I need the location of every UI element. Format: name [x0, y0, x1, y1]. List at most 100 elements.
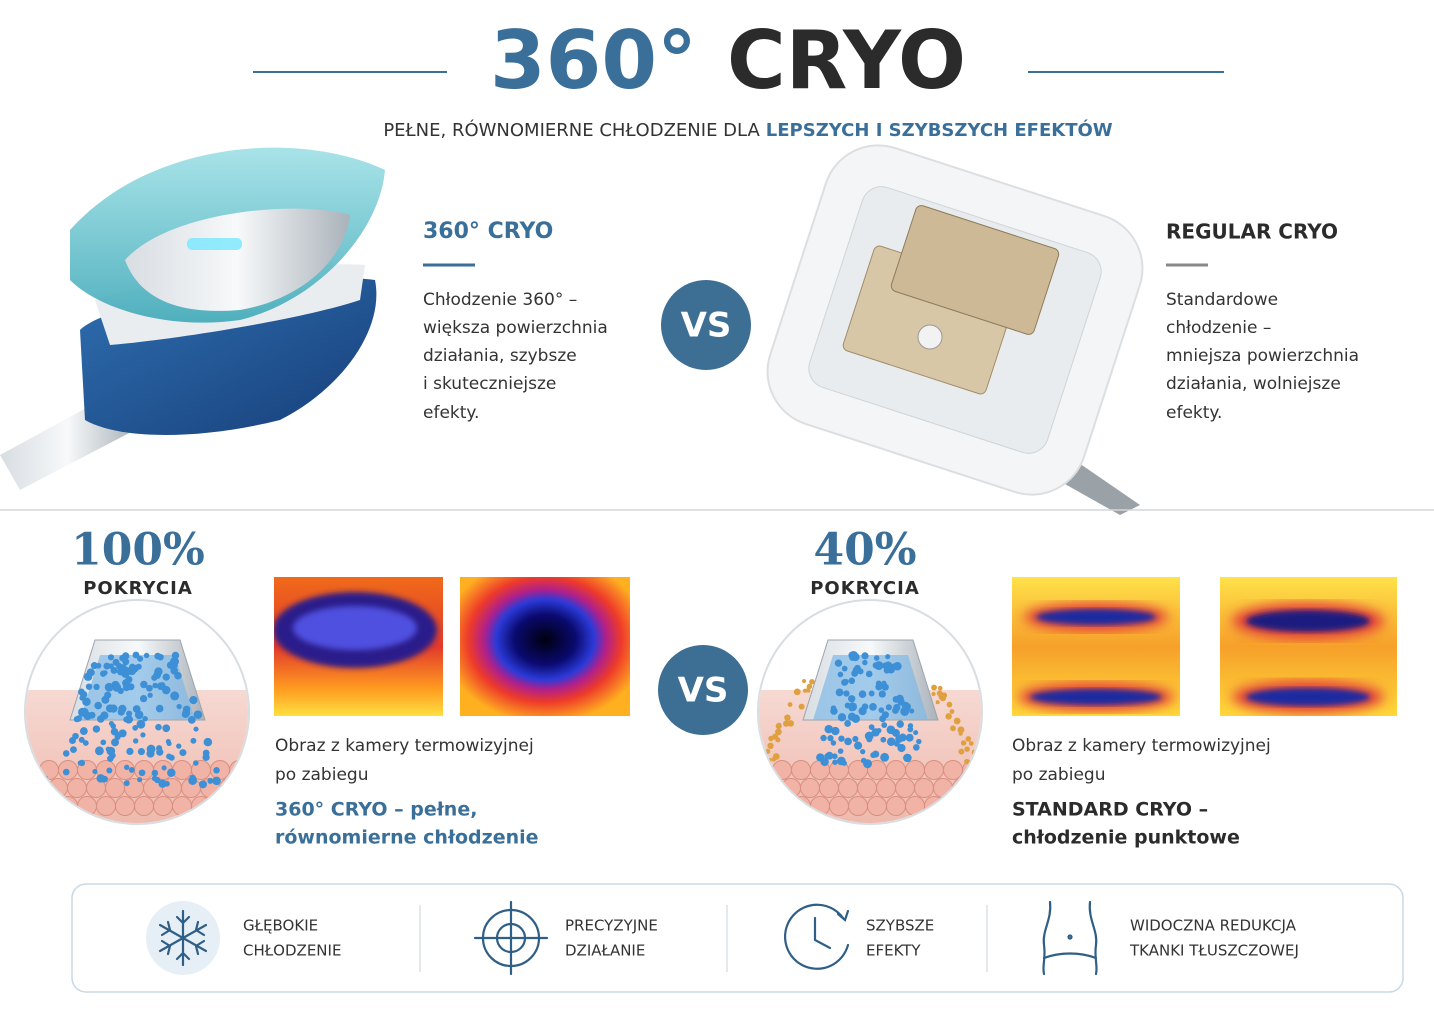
- decor-dot: [188, 776, 197, 785]
- decor-dot: [193, 760, 199, 766]
- decor-dot: [801, 679, 807, 684]
- decor-dot: [82, 697, 91, 706]
- decor-dot: [949, 709, 955, 714]
- decor-dot: [931, 691, 936, 697]
- decor-dot: [852, 666, 861, 675]
- decor-dot: [138, 769, 146, 777]
- decor-dot: [140, 732, 146, 738]
- feature-text: CHŁODZENIE: [243, 942, 341, 960]
- decor-dot: [117, 668, 125, 676]
- decor-dot: [104, 682, 114, 692]
- decor-dot: [171, 662, 178, 669]
- decor-dot: [975, 765, 981, 772]
- decor-dot: [772, 796, 792, 816]
- decor-dot: [905, 760, 925, 780]
- product-desc: działania, szybsze: [423, 346, 577, 366]
- decor-dot: [114, 733, 121, 741]
- decor-dot: [768, 735, 774, 742]
- decor-dot: [971, 778, 981, 798]
- decor-dot: [880, 752, 890, 762]
- product-heading: 360° CRYO: [423, 219, 553, 244]
- decor-dot: [165, 739, 171, 745]
- decor-dot: [914, 778, 934, 798]
- decor-dot: [146, 684, 153, 692]
- decor-dot: [93, 683, 100, 691]
- icon-snowflake: [146, 901, 220, 975]
- decor-dot: [62, 768, 70, 776]
- decor-dot: [965, 736, 972, 742]
- decor-dot: [151, 769, 159, 777]
- decor-dot: [198, 780, 207, 789]
- decor-dot: [137, 748, 145, 756]
- decor-dot: [867, 796, 887, 816]
- illustration-full: [24, 599, 250, 825]
- decor-dot: [110, 667, 118, 674]
- decor-dot: [210, 796, 230, 816]
- product-desc: chłodzenie –: [1166, 318, 1271, 338]
- decor-dot: [108, 721, 114, 727]
- decor-dot: [943, 796, 963, 816]
- decor-dot: [219, 778, 239, 798]
- product-desc: mniejsza powierzchnia: [1166, 346, 1359, 366]
- decor-dot: [952, 778, 972, 798]
- decor-dot: [182, 705, 191, 713]
- decor-dot: [860, 749, 866, 755]
- decor-dot: [154, 667, 163, 676]
- decor-dot: [893, 662, 902, 671]
- decor-dot: [39, 796, 59, 816]
- decor-dot: [895, 778, 915, 798]
- decor-dot: [172, 796, 192, 816]
- decor-dot: [837, 756, 846, 766]
- decor-dot: [912, 744, 920, 751]
- decor-dot: [109, 704, 118, 713]
- decor-dot: [82, 740, 89, 746]
- decor-dot: [122, 652, 130, 660]
- decor-dot: [946, 701, 953, 708]
- decor-dot: [140, 680, 148, 689]
- decor-dot: [886, 796, 906, 816]
- caption: po zabiegu: [1012, 765, 1105, 785]
- decor-dot: [124, 764, 130, 770]
- decor-dot: [179, 749, 187, 757]
- decor-dot: [793, 688, 801, 696]
- decor-dot: [203, 737, 213, 747]
- product-desc: efekty.: [423, 403, 479, 423]
- decor-dot: [848, 695, 856, 703]
- decor-dot: [762, 778, 782, 798]
- decor-dot: [851, 652, 860, 662]
- decor-dot: [905, 733, 914, 742]
- feature-text: GŁĘBOKIE: [243, 917, 318, 935]
- feature-text: PRECYZYJNE: [565, 917, 658, 935]
- decor-dot: [172, 760, 192, 780]
- decor-dot: [844, 737, 852, 746]
- decor-dot: [837, 713, 847, 722]
- decor-dot: [881, 722, 888, 728]
- subtitle-highlight: LEPSZYCH I SZYBSZYCH EFEKTÓW: [766, 119, 1113, 141]
- thermal-image: [1012, 577, 1180, 716]
- decor-dot: [901, 701, 910, 710]
- decor-dot: [784, 714, 791, 721]
- decor-dot: [837, 671, 844, 678]
- decor-dot: [62, 750, 70, 757]
- decor-dot: [126, 710, 133, 717]
- decor-dot: [134, 760, 154, 780]
- features-panel: [71, 883, 1404, 993]
- subtitle-plain: PEŁNE, RÓWNOMIERNE CHŁODZENIE DLA: [383, 119, 760, 141]
- conclusion: równomierne chłodzenie: [275, 827, 539, 849]
- decor-dot: [112, 658, 120, 666]
- icon-clock: [783, 903, 850, 970]
- subtitle: PEŁNE, RÓWNOMIERNE CHŁODZENIE DLA LEPSZYC…: [383, 119, 1112, 141]
- decor-dot: [939, 694, 947, 702]
- decor-dot: [872, 750, 880, 758]
- decor-dot: [78, 736, 85, 743]
- decor-dot: [92, 725, 101, 733]
- decor-dot: [972, 764, 979, 771]
- decor-dot: [152, 682, 159, 689]
- product-desc: działania, wolniejsze: [1166, 374, 1341, 394]
- decor-dot: [162, 685, 171, 695]
- decor-dot: [238, 778, 248, 798]
- decor-dot: [886, 725, 896, 735]
- decor-dot: [876, 727, 882, 734]
- decor-dot: [48, 778, 68, 798]
- decor-dot: [100, 670, 107, 677]
